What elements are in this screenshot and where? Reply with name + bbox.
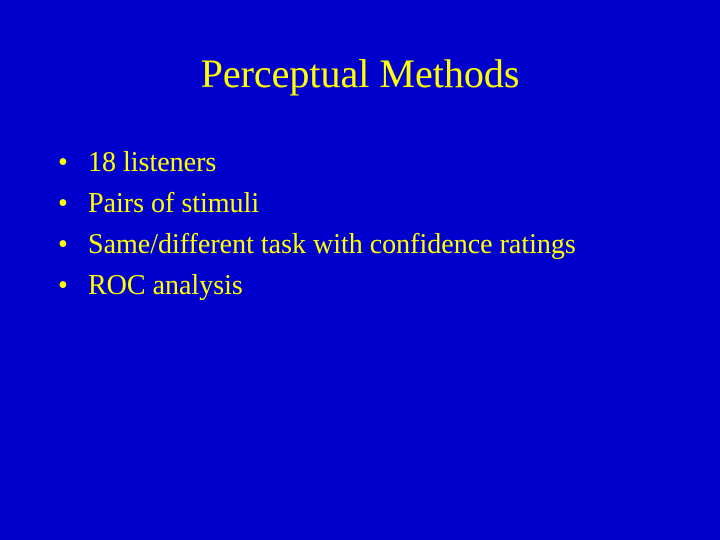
bullet-text: Pairs of stimuli [88,186,259,221]
bullet-text: 18 listeners [88,145,216,180]
list-item: • Pairs of stimuli [58,186,720,221]
bullet-icon: • [58,268,88,303]
bullet-text: Same/different task with confidence rati… [88,227,576,262]
slide-title: Perceptual Methods [0,50,720,97]
slide: Perceptual Methods • 18 listeners • Pair… [0,0,720,540]
bullet-icon: • [58,145,88,180]
list-item: • Same/different task with confidence ra… [58,227,720,262]
bullet-icon: • [58,227,88,262]
bullet-text: ROC analysis [88,268,243,303]
list-item: • ROC analysis [58,268,720,303]
bullet-list: • 18 listeners • Pairs of stimuli • Same… [0,145,720,303]
bullet-icon: • [58,186,88,221]
list-item: • 18 listeners [58,145,720,180]
